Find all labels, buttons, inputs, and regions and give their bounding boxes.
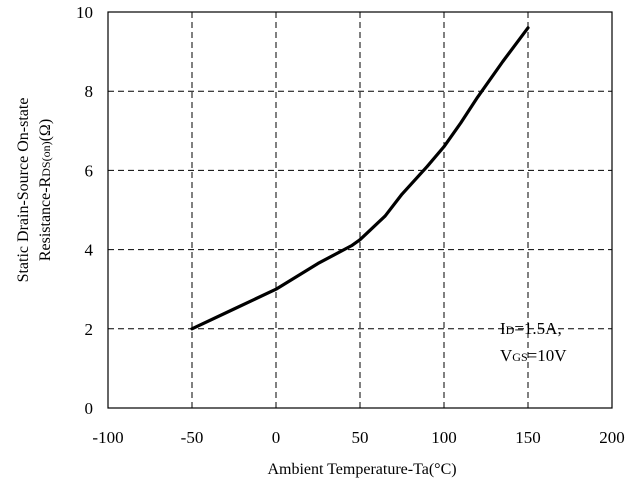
condition-vgs-value: =10V [528, 346, 568, 365]
conditions-annotation: ID=1.5A, VGS=10V [500, 319, 567, 365]
x-tick-label: 100 [431, 428, 457, 447]
y-axis-title-line2: Resistance-RDS(on)(Ω) [37, 119, 54, 261]
y-tick-label: 4 [85, 241, 94, 260]
grid [108, 12, 612, 408]
y-axis-title-sub: DS(on) [39, 141, 53, 176]
condition-vgs: VGS=10V [500, 346, 567, 365]
y-tick-label: 8 [85, 82, 94, 101]
x-tick-label: 50 [352, 428, 369, 447]
axis-ticks: -100 -50 0 50 100 150 200 0 2 4 6 8 10 [76, 3, 625, 447]
x-axis-title: Ambient Temperature-Ta(°C) [267, 461, 456, 478]
x-tick-label: 0 [272, 428, 281, 447]
y-tick-label: 10 [76, 3, 93, 22]
y-axis-title-line1: Static Drain-Source On-state [15, 98, 32, 283]
condition-id-value: =1.5A, [514, 319, 561, 338]
y-axis-title-main: Resistance-R [37, 176, 54, 261]
condition-vgs-sub: GS [512, 350, 527, 364]
condition-id: ID=1.5A, [500, 319, 562, 338]
condition-vgs-main: V [500, 346, 513, 365]
x-tick-label: 200 [599, 428, 625, 447]
x-tick-label: 150 [515, 428, 541, 447]
condition-id-sub: D [506, 323, 515, 337]
x-tick-label: -100 [92, 428, 123, 447]
y-tick-label: 6 [85, 161, 94, 180]
series-layer [190, 26, 530, 331]
y-tick-label: 0 [85, 399, 94, 418]
condition-id-main: I [500, 319, 506, 338]
series-line [190, 26, 530, 331]
x-tick-label: -50 [181, 428, 204, 447]
plot-frame [107, 11, 613, 409]
y-tick-label: 2 [85, 320, 94, 339]
y-axis-title-unit: (Ω) [37, 119, 54, 142]
